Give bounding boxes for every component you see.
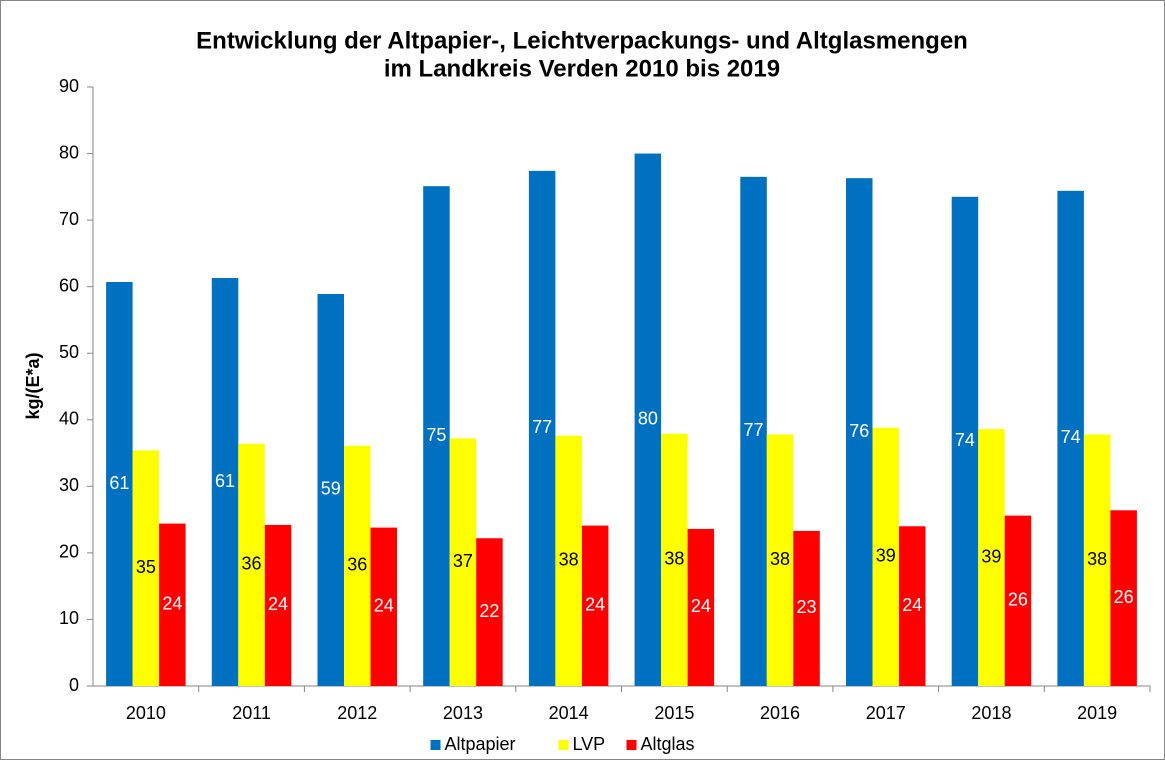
- legend-swatch: [558, 740, 569, 750]
- y-tick-label: 30: [59, 475, 79, 495]
- data-label: 61: [109, 473, 129, 493]
- data-label: 24: [902, 595, 922, 615]
- legend-swatch: [430, 740, 441, 750]
- x-tick-label: 2018: [971, 703, 1011, 723]
- bar: [766, 434, 794, 686]
- chart-title: im Landkreis Verden 2010 bis 2019: [384, 55, 780, 82]
- bar: [106, 282, 133, 686]
- bar: [1004, 515, 1032, 686]
- bar: [634, 153, 662, 687]
- bar: [793, 530, 820, 686]
- data-label: 35: [136, 557, 156, 577]
- bar: [264, 524, 292, 686]
- data-label: 77: [532, 417, 552, 437]
- x-tick-label: 2019: [1077, 703, 1117, 723]
- bar: [846, 178, 873, 687]
- data-label: 23: [797, 597, 817, 617]
- legend-label: Altglas: [641, 734, 695, 754]
- bar: [581, 525, 609, 686]
- chart-title: Entwicklung der Altpapier-, Leichtverpac…: [196, 27, 968, 54]
- data-label: 26: [1008, 590, 1028, 610]
- y-tick-label: 80: [59, 142, 79, 162]
- y-tick-label: 20: [59, 542, 79, 562]
- x-tick-label: 2012: [337, 703, 377, 723]
- data-label: 38: [1087, 549, 1107, 569]
- y-tick-label: 10: [59, 608, 79, 628]
- data-label: 24: [268, 594, 288, 614]
- data-label: 36: [242, 554, 262, 574]
- bar: [317, 293, 344, 686]
- legend-swatch: [626, 740, 637, 750]
- data-label: 74: [955, 430, 975, 450]
- bar: [978, 429, 1005, 686]
- data-label: 74: [1061, 427, 1081, 447]
- bar: [132, 450, 160, 686]
- bar: [661, 433, 688, 686]
- bar: [370, 527, 397, 686]
- legend-label: Altpapier: [445, 734, 516, 754]
- data-label: 61: [215, 471, 235, 491]
- data-label: 39: [981, 546, 1001, 566]
- bar: [159, 523, 186, 686]
- bar: [238, 443, 265, 686]
- bar: [449, 438, 477, 686]
- y-axis-label: kg/(E*a): [23, 352, 43, 419]
- x-tick-label: 2010: [126, 703, 166, 723]
- y-tick-label: 90: [59, 76, 79, 96]
- data-label: 36: [347, 555, 367, 575]
- bar: [423, 186, 450, 686]
- x-tick-label: 2014: [549, 703, 589, 723]
- data-label: 24: [585, 595, 605, 615]
- bar: [344, 445, 371, 686]
- bar: [872, 427, 899, 686]
- data-label: 22: [479, 601, 499, 621]
- x-tick-label: 2011: [232, 703, 271, 723]
- y-tick-label: 60: [59, 275, 79, 295]
- data-label: 38: [559, 550, 579, 570]
- data-label: 24: [374, 596, 394, 616]
- bar: [951, 196, 979, 687]
- bar: [1057, 190, 1084, 686]
- y-tick-label: 50: [59, 342, 79, 362]
- data-label: 37: [453, 551, 473, 571]
- y-tick-label: 70: [59, 209, 79, 229]
- data-label: 38: [664, 549, 684, 569]
- data-label: 39: [876, 546, 896, 566]
- x-tick-label: 2015: [654, 703, 694, 723]
- y-tick-label: 40: [59, 409, 79, 429]
- data-label: 24: [162, 594, 182, 614]
- data-label: 75: [426, 425, 446, 445]
- bar: [211, 278, 239, 686]
- data-label: 24: [691, 596, 711, 616]
- bar: [528, 170, 556, 687]
- legend-label: LVP: [573, 734, 606, 754]
- x-tick-label: 2016: [760, 703, 800, 723]
- bar: [899, 526, 926, 686]
- bar: [1110, 510, 1137, 686]
- bar: [1083, 434, 1111, 686]
- x-tick-label: 2017: [866, 703, 906, 723]
- y-tick-label: 0: [69, 675, 79, 695]
- bar: [555, 435, 582, 686]
- data-label: 80: [638, 409, 658, 429]
- bar: [687, 528, 715, 686]
- data-label: 26: [1114, 587, 1134, 607]
- data-label: 59: [321, 479, 341, 499]
- data-label: 77: [744, 420, 764, 440]
- bar: [476, 538, 503, 686]
- bar: [740, 176, 767, 686]
- data-label: 38: [770, 549, 790, 569]
- x-tick-label: 2013: [443, 703, 483, 723]
- data-label: 76: [849, 421, 869, 441]
